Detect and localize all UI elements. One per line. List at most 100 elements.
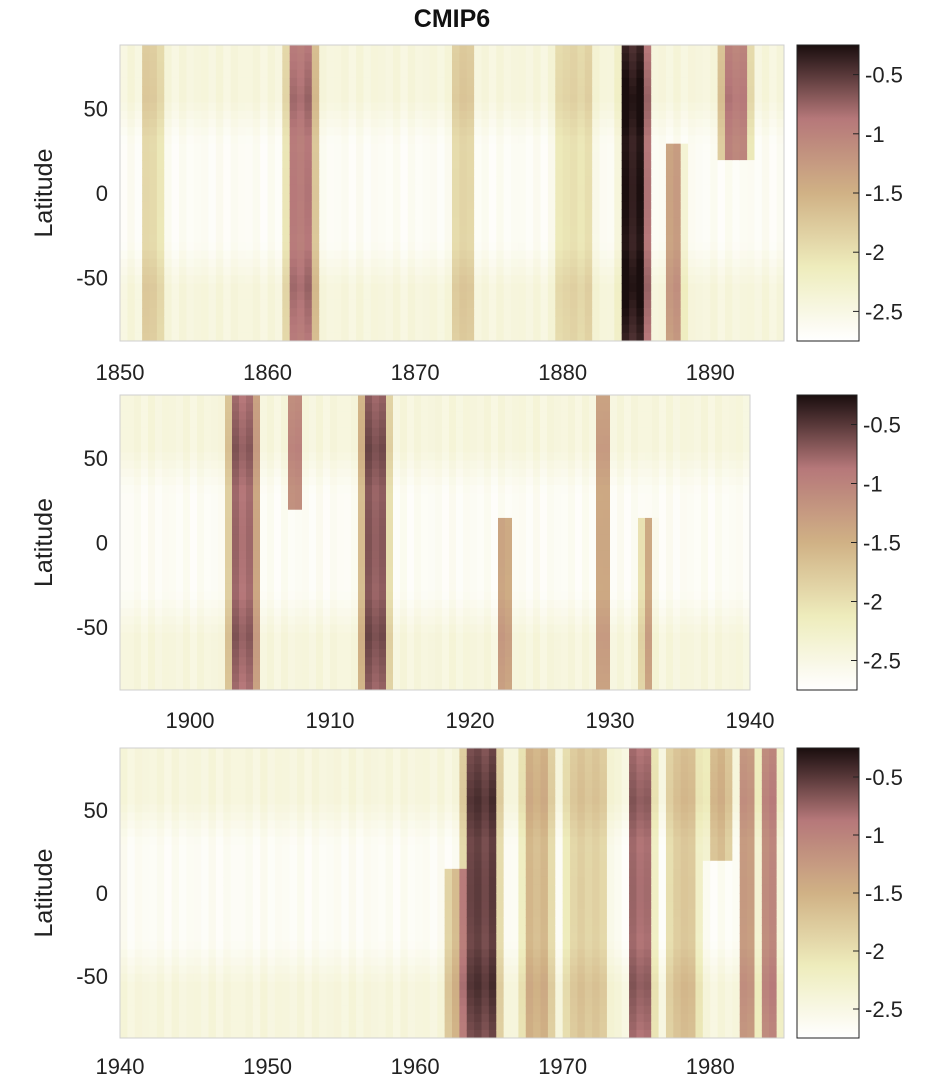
- heatmap-cell: [197, 411, 205, 421]
- heatmap-cell: [333, 225, 342, 235]
- heatmap-cell: [533, 94, 542, 104]
- heatmap-cell: [370, 176, 379, 186]
- heatmap-cell: [297, 184, 306, 194]
- heatmap-cell: [732, 94, 741, 104]
- heatmap-cell: [142, 69, 151, 79]
- heatmap-cell: [393, 509, 401, 519]
- heatmap-cell: [422, 135, 431, 145]
- heatmap-cell: [288, 435, 296, 445]
- heatmap-cell: [127, 591, 135, 601]
- heatmap-cell: [156, 308, 165, 317]
- heatmap-cell: [348, 53, 357, 63]
- heatmap-cell: [400, 681, 408, 690]
- heatmap-cell: [673, 160, 682, 169]
- heatmap-cell: [134, 193, 143, 202]
- heatmap-cell: [385, 250, 394, 260]
- heatmap-cell: [149, 86, 158, 95]
- heatmap-cell: [452, 193, 460, 202]
- heatmap-cell: [156, 102, 165, 112]
- heatmap-cell: [171, 201, 180, 211]
- heatmap-cell: [379, 599, 387, 609]
- heatmap-cell: [127, 550, 135, 560]
- heatmap-cell: [171, 110, 180, 120]
- heatmap-cell: [459, 53, 468, 63]
- heatmap-cell: [621, 151, 630, 161]
- heatmap-cell: [186, 308, 195, 317]
- heatmap-cell: [400, 526, 408, 535]
- heatmap-cell: [592, 102, 601, 112]
- heatmap-cell: [351, 468, 359, 478]
- heatmap-cell: [211, 681, 219, 690]
- heatmap-cell: [621, 53, 630, 63]
- heatmap-cell: [363, 275, 372, 285]
- heatmap-cell: [435, 395, 443, 404]
- heatmap-cell: [518, 127, 527, 137]
- heatmap-cell: [724, 225, 733, 235]
- heatmap-cell: [365, 583, 373, 593]
- x-tick-label: 1850: [96, 360, 145, 385]
- heatmap-cell: [333, 160, 342, 169]
- heatmap-cell: [223, 160, 232, 169]
- heatmap-cell: [134, 632, 142, 642]
- heatmap-cell: [297, 299, 306, 309]
- heatmap-cell: [710, 69, 719, 79]
- heatmap-cell: [636, 242, 645, 252]
- heatmap-cell: [629, 308, 638, 317]
- heatmap-cell: [274, 77, 283, 87]
- heatmap-cell: [289, 193, 298, 202]
- heatmap-cell: [134, 135, 143, 145]
- heatmap-cell: [400, 127, 409, 137]
- heatmap-cell: [245, 258, 254, 268]
- heatmap-cell: [363, 209, 372, 219]
- heatmap-cell: [238, 127, 247, 137]
- heatmap-cell: [208, 102, 217, 112]
- heatmap-cell: [348, 267, 357, 276]
- heatmap-cell: [400, 403, 408, 412]
- heatmap-cell: [246, 591, 254, 601]
- heatmap-cell: [120, 225, 128, 235]
- heatmap-cell: [459, 283, 468, 293]
- heatmap-cell: [267, 616, 275, 626]
- heatmap-cell: [577, 225, 586, 235]
- heatmap-cell: [274, 583, 282, 593]
- heatmap-cell: [584, 267, 593, 276]
- heatmap-cell: [621, 242, 630, 252]
- heatmap-cell: [148, 444, 156, 453]
- heatmap-cell: [688, 176, 697, 186]
- heatmap-cell: [496, 45, 505, 54]
- heatmap-cell: [702, 308, 711, 317]
- heatmap-cell: [724, 258, 733, 268]
- heatmap-cell: [253, 395, 261, 404]
- heatmap-cell: [208, 184, 217, 194]
- heatmap-cell: [562, 291, 571, 301]
- heatmap-cell: [555, 316, 564, 326]
- heatmap-cell: [155, 444, 163, 453]
- heatmap-cell: [372, 411, 380, 421]
- heatmap-cell: [577, 143, 586, 153]
- heatmap-cell: [621, 61, 630, 71]
- heatmap-cell: [407, 526, 415, 535]
- heatmap-cell: [164, 184, 173, 194]
- heatmap-cell: [710, 267, 719, 276]
- heatmap-cell: [481, 332, 490, 341]
- heatmap-cell: [570, 283, 579, 293]
- heatmap-cell: [511, 94, 519, 104]
- heatmap-cell: [435, 632, 443, 642]
- heatmap-cell: [274, 299, 283, 309]
- heatmap-cell: [592, 151, 601, 161]
- heatmap-cell: [717, 291, 726, 301]
- heatmap-cell: [156, 225, 165, 235]
- heatmap-cell: [518, 242, 527, 252]
- heatmap-cell: [386, 665, 394, 675]
- heatmap-cell: [710, 94, 719, 104]
- heatmap-cell: [710, 299, 719, 309]
- heatmap-cell: [414, 591, 422, 601]
- heatmap-cell: [274, 193, 283, 202]
- heatmap-cell: [386, 624, 394, 634]
- heatmap-cell: [503, 283, 512, 293]
- heatmap-cell: [120, 160, 128, 169]
- heatmap-cell: [232, 616, 240, 626]
- heatmap-cell: [533, 234, 542, 243]
- heatmap-cell: [429, 127, 438, 137]
- heatmap-cell: [511, 135, 519, 145]
